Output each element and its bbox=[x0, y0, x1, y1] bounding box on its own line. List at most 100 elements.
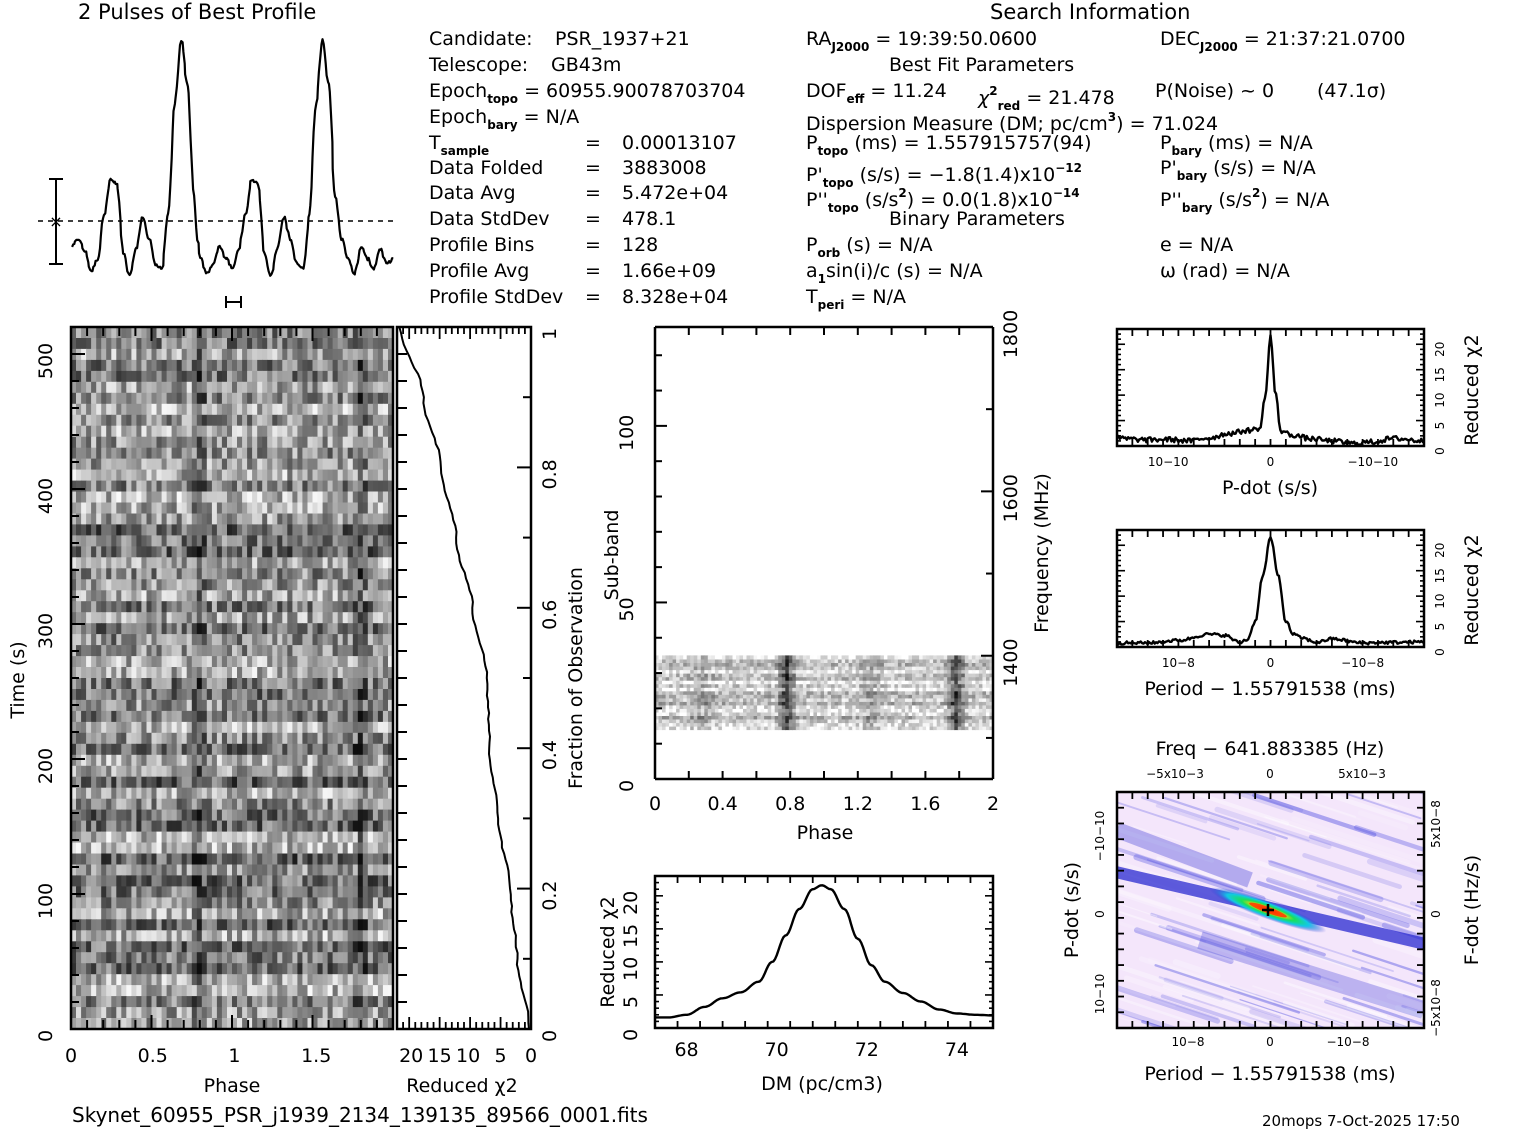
pixel bbox=[91, 985, 97, 997]
pixel bbox=[337, 327, 344, 339]
pixel bbox=[211, 612, 218, 624]
pixel bbox=[121, 787, 127, 800]
pixel bbox=[216, 787, 223, 800]
pixel bbox=[161, 721, 168, 734]
pixel bbox=[91, 502, 97, 515]
pixel bbox=[753, 726, 758, 731]
pixel bbox=[86, 689, 92, 701]
pixel bbox=[86, 754, 92, 767]
pixel bbox=[196, 710, 203, 723]
pixel bbox=[767, 722, 772, 727]
pixel bbox=[297, 634, 303, 646]
pixel bbox=[181, 656, 188, 668]
pixel bbox=[171, 689, 178, 701]
pixel bbox=[880, 719, 885, 724]
pixel bbox=[272, 820, 278, 833]
pixel bbox=[267, 535, 273, 547]
pixel bbox=[141, 809, 147, 822]
info-row-label: Profile Avg bbox=[429, 260, 530, 282]
pixel bbox=[76, 359, 82, 372]
pixel bbox=[362, 557, 369, 569]
pixel bbox=[352, 370, 359, 383]
pixel bbox=[342, 513, 349, 526]
pixel bbox=[725, 719, 730, 724]
pixel bbox=[352, 1007, 359, 1019]
pixel bbox=[312, 612, 319, 624]
pixel bbox=[342, 403, 349, 416]
pixel bbox=[718, 715, 723, 720]
pixel bbox=[116, 656, 122, 668]
pixel bbox=[186, 491, 193, 504]
pixel bbox=[186, 359, 193, 372]
pixel bbox=[312, 447, 319, 460]
pixel bbox=[297, 601, 303, 613]
pixel bbox=[191, 425, 198, 438]
pixel bbox=[232, 919, 238, 931]
pixel bbox=[237, 524, 243, 536]
pixel bbox=[171, 634, 178, 646]
pixel bbox=[171, 754, 178, 767]
pixel bbox=[242, 842, 248, 855]
pixel bbox=[201, 842, 208, 855]
pixel bbox=[312, 469, 319, 482]
pixel bbox=[297, 579, 303, 591]
pixel bbox=[101, 656, 107, 668]
pixel bbox=[131, 623, 137, 635]
pixel bbox=[834, 708, 839, 713]
pixel bbox=[237, 667, 243, 679]
pixel bbox=[181, 458, 188, 471]
pixel bbox=[146, 535, 153, 547]
a1-sini: a1sin(i)/c (s) = N/A bbox=[806, 260, 983, 286]
pixel bbox=[101, 798, 107, 811]
pixel bbox=[827, 719, 832, 724]
pixel bbox=[282, 952, 288, 964]
pixel bbox=[257, 754, 263, 767]
pixel bbox=[736, 711, 741, 716]
pixel bbox=[146, 974, 153, 986]
pixel bbox=[111, 458, 117, 471]
pixel bbox=[221, 1018, 228, 1029]
pixel bbox=[357, 381, 364, 394]
pixel bbox=[327, 776, 334, 789]
pixel bbox=[287, 491, 293, 504]
pixel bbox=[252, 327, 258, 339]
pixel bbox=[312, 919, 319, 931]
pixel bbox=[887, 711, 892, 716]
pixel bbox=[161, 864, 168, 877]
pixel bbox=[287, 699, 293, 712]
pixel bbox=[211, 425, 218, 438]
pixel bbox=[181, 381, 188, 394]
pixel bbox=[81, 458, 87, 471]
pixel bbox=[297, 765, 303, 778]
pixel bbox=[262, 897, 268, 909]
pixel bbox=[287, 787, 293, 800]
pixel bbox=[191, 710, 198, 723]
pixel bbox=[388, 557, 393, 569]
pixel bbox=[176, 392, 183, 405]
pixel bbox=[372, 370, 379, 383]
pixel bbox=[267, 864, 273, 877]
pixel bbox=[292, 546, 298, 558]
pixel bbox=[141, 645, 147, 657]
pixel bbox=[342, 535, 349, 547]
pixel bbox=[873, 726, 878, 731]
pixel bbox=[216, 699, 223, 712]
info-row-eq: = bbox=[585, 208, 601, 230]
pixel bbox=[267, 612, 273, 624]
pixel bbox=[277, 447, 283, 460]
pixel bbox=[211, 820, 218, 833]
pixel bbox=[332, 645, 339, 657]
pixel bbox=[943, 711, 948, 716]
pixel bbox=[372, 689, 379, 701]
pixel bbox=[841, 726, 846, 731]
pixel bbox=[377, 974, 384, 986]
pixel bbox=[106, 590, 112, 602]
pixel bbox=[287, 831, 293, 844]
pixel bbox=[332, 809, 339, 822]
pixel bbox=[820, 704, 825, 709]
pixel bbox=[785, 704, 790, 709]
pixel bbox=[277, 370, 283, 383]
pixel bbox=[242, 392, 248, 405]
pixel bbox=[817, 708, 822, 713]
